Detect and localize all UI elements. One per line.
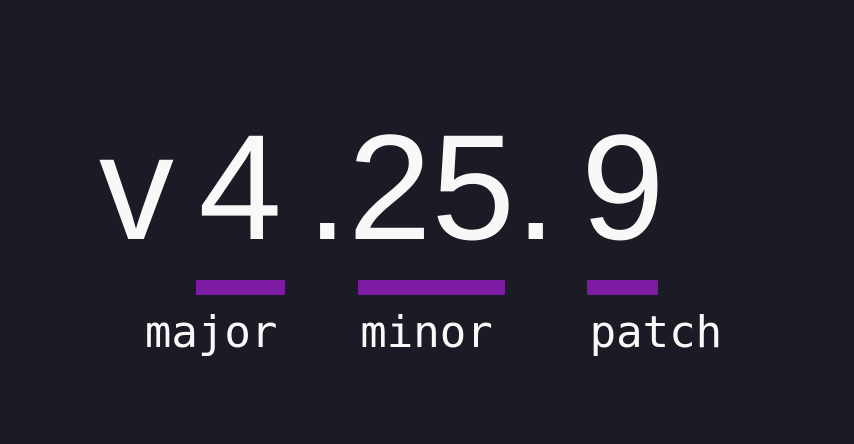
version-display: v 4 major . 25 minor . 9 patch [99, 103, 722, 355]
major-underline [195, 280, 285, 295]
version-prefix-column: v [99, 112, 174, 262]
major-column: 4 major [145, 103, 306, 355]
patch-underline [587, 280, 659, 295]
minor-value: 25 [348, 103, 515, 271]
minor-label: minor [360, 307, 493, 358]
major-label: major [144, 307, 278, 358]
patch-label: patch [589, 307, 723, 358]
patch-value: 9 [581, 103, 665, 271]
major-value: 4 [198, 103, 282, 271]
patch-column: 9 patch [557, 103, 722, 355]
version-prefix: v [98, 103, 174, 271]
separator-dot: . [306, 103, 349, 271]
separator-column: . [515, 112, 557, 262]
minor-label-row: minor [348, 311, 515, 355]
major-label-row: major [145, 311, 306, 355]
separator-dot: . [514, 103, 557, 271]
minor-column: 25 minor [348, 112, 515, 355]
separator-column: . [306, 112, 348, 262]
patch-label-row: patch [557, 311, 722, 355]
minor-underline [357, 280, 505, 295]
